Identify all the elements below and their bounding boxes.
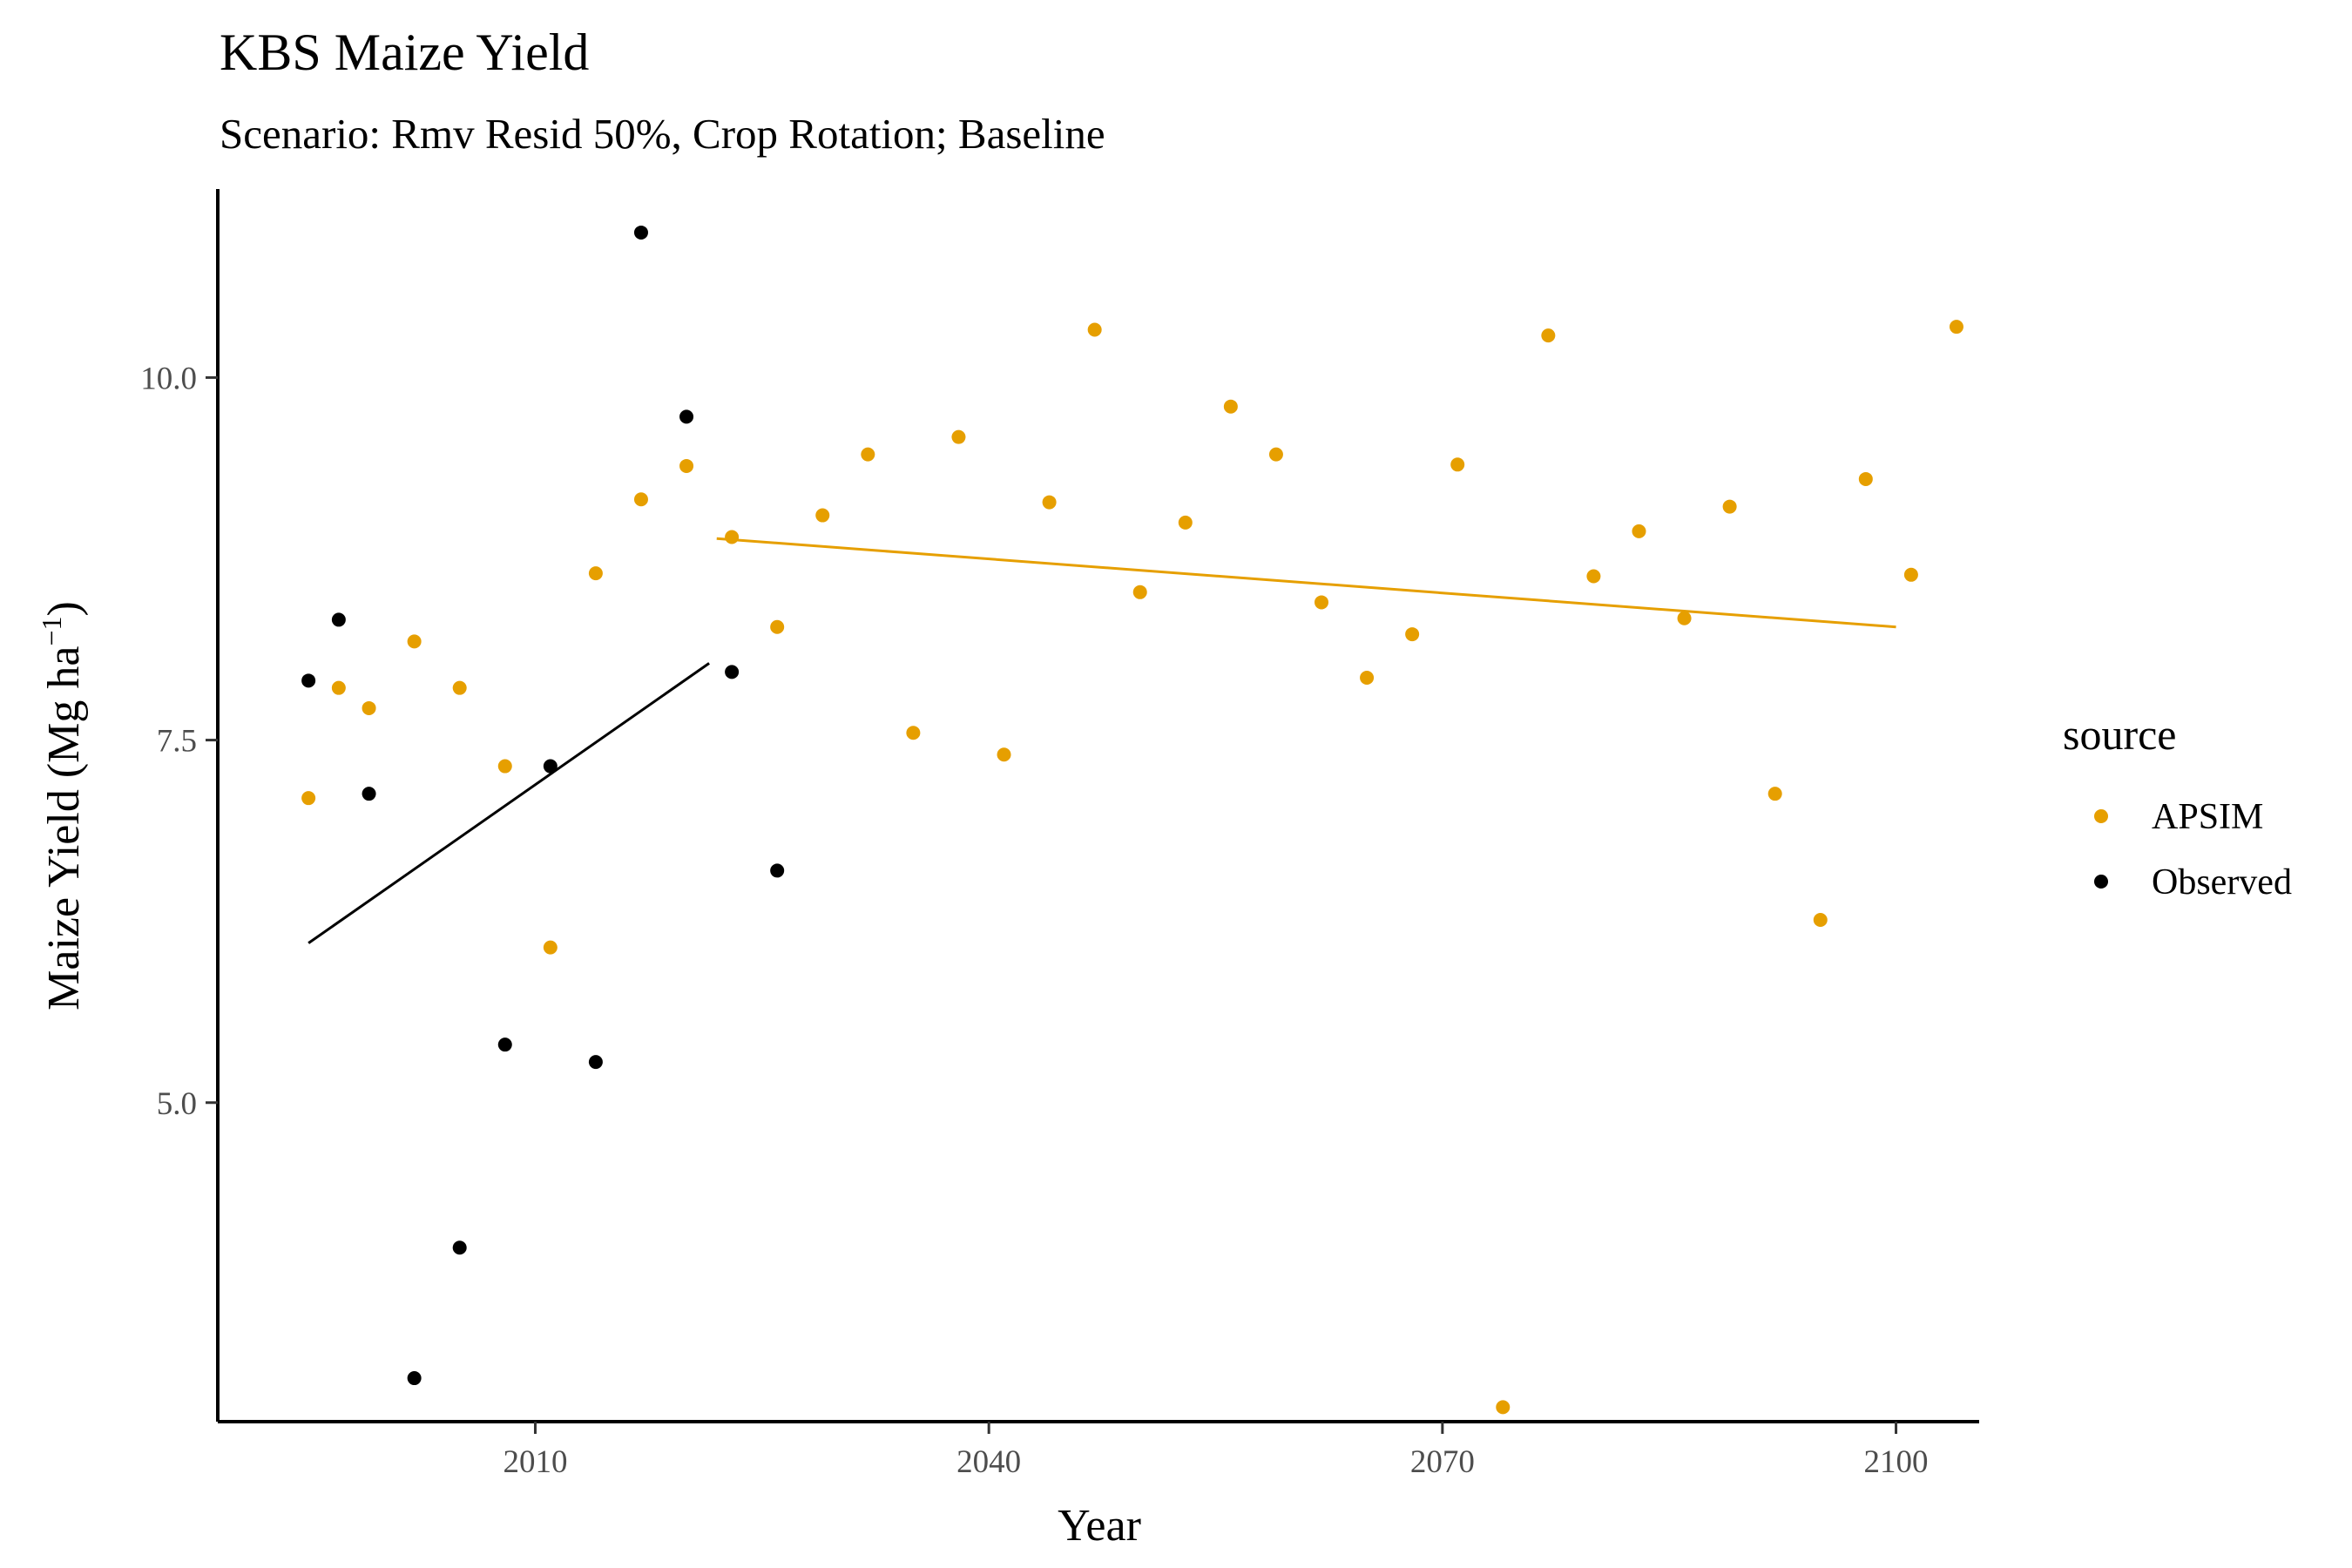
apsim-point <box>1677 611 1692 625</box>
apsim-point <box>1450 457 1465 472</box>
apsim-point <box>997 747 1011 762</box>
observed-point <box>770 863 785 878</box>
apsim-point <box>588 566 603 581</box>
apsim-point <box>951 429 966 444</box>
apsim-point <box>1949 320 1963 335</box>
apsim-point <box>633 492 648 507</box>
y-axis-title-superscript: −1 <box>36 616 67 645</box>
legend-label-observed: Observed <box>2152 862 2292 902</box>
x-tick-label: 2070 <box>1410 1444 1475 1480</box>
apsim-point <box>1223 399 1238 414</box>
observed-point <box>452 1240 467 1255</box>
apsim-point <box>1813 913 1828 928</box>
apsim-point <box>362 700 376 715</box>
apsim-point <box>906 726 921 740</box>
apsim-point <box>1767 787 1782 801</box>
apsim-point <box>1132 585 1147 599</box>
y-tick-label: 10.0 <box>140 361 197 396</box>
legend: source APSIM Observed <box>2063 710 2292 902</box>
y-axis-title-main: Maize Yield (Mg ha <box>39 646 89 1010</box>
y-tick-label: 5.0 <box>157 1086 197 1122</box>
apsim-point <box>331 680 346 695</box>
apsim-point <box>770 619 785 634</box>
apsim-point <box>679 458 694 473</box>
observed-point <box>331 612 346 627</box>
apsim-point <box>301 791 316 806</box>
observed-point <box>725 665 740 679</box>
apsim-point <box>1496 1400 1511 1415</box>
observed-point <box>588 1055 603 1070</box>
observed-point <box>543 759 558 774</box>
apsim-point <box>815 508 830 523</box>
observed-point <box>407 1371 422 1386</box>
apsim-point <box>1087 322 1102 337</box>
observed-point <box>497 1037 512 1052</box>
apsim-trend-line <box>716 537 1896 629</box>
y-axis-ticks: 5.0 7.5 10.0 <box>140 361 218 1122</box>
apsim-point <box>452 680 467 695</box>
apsim-point <box>1586 569 1601 584</box>
x-tick-label: 2010 <box>503 1444 567 1480</box>
observed-point <box>679 409 694 424</box>
legend-key-apsim <box>2094 809 2108 823</box>
apsim-point <box>861 447 875 462</box>
apsim-point <box>543 940 558 955</box>
apsim-point <box>1722 499 1737 514</box>
x-tick-label: 2100 <box>1864 1444 1929 1480</box>
apsim-point <box>1858 471 1873 486</box>
x-tick-label: 2040 <box>956 1444 1021 1480</box>
apsim-point <box>1632 524 1646 538</box>
observed-trend-line <box>308 662 710 944</box>
apsim-point <box>1360 671 1375 686</box>
legend-title: source <box>2063 710 2177 759</box>
y-axis-title-suffix: ) <box>39 601 89 616</box>
apsim-point <box>1903 567 1918 582</box>
apsim-point <box>1315 595 1329 610</box>
apsim-point <box>407 634 422 649</box>
plot-area <box>301 225 1963 1415</box>
x-axis-title: Year <box>1058 1501 1141 1551</box>
legend-key-observed <box>2094 875 2108 889</box>
observed-point <box>362 787 376 801</box>
apsim-point <box>1541 328 1556 343</box>
apsim-point <box>1042 495 1057 510</box>
chart-subtitle: Scenario: Rmv Resid 50%, Crop Rotation; … <box>220 110 1105 158</box>
x-axis-ticks: 2010 2040 2070 2100 <box>503 1422 1929 1480</box>
y-axis-title: Maize Yield (Mg ha−1) <box>36 601 89 1010</box>
apsim-point <box>1178 515 1193 530</box>
legend-label-apsim: APSIM <box>2152 797 2263 837</box>
y-tick-label: 7.5 <box>157 724 197 760</box>
observed-point <box>301 673 316 688</box>
apsim-point <box>725 530 740 544</box>
observed-point <box>633 225 648 240</box>
chart-title: KBS Maize Yield <box>220 24 589 81</box>
apsim-point <box>1405 627 1420 642</box>
apsim-point <box>497 759 512 774</box>
apsim-point <box>1268 447 1283 462</box>
